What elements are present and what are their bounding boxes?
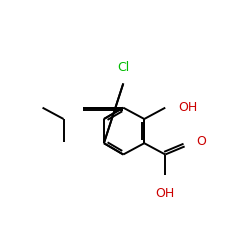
- Text: O: O: [196, 135, 206, 148]
- Text: OH: OH: [156, 187, 175, 200]
- Text: OH: OH: [178, 101, 198, 114]
- Text: Cl: Cl: [117, 61, 130, 74]
